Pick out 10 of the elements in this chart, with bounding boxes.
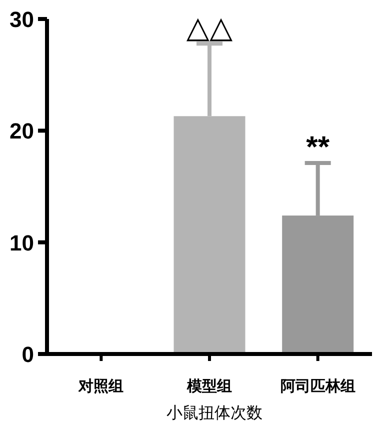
y-tick-label: 0 [22,342,34,367]
x-axis-title: 小鼠扭体次数 [166,404,262,422]
annotation: △△ [186,12,233,45]
annotation: ** [306,131,330,164]
x-tick-label: 阿司匹林组 [280,378,356,395]
y-tick-label: 20 [10,118,34,144]
x-tick-label: 对照组 [78,378,124,395]
y-tick-label: 10 [10,230,34,256]
y-tick-label: 30 [10,7,34,32]
x-tick-label: 模型组 [186,378,232,395]
